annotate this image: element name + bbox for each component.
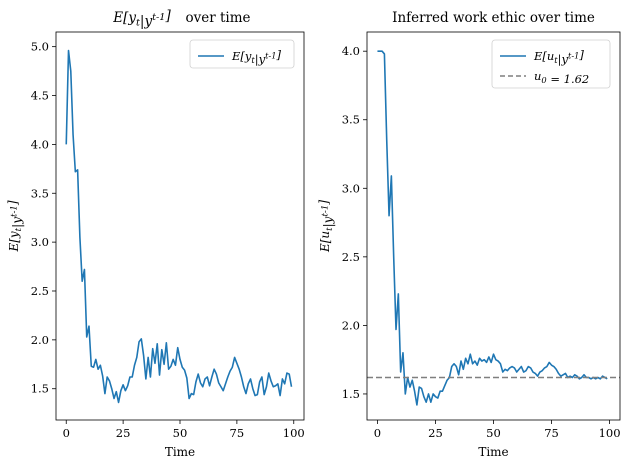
x-tick-label: 75 [544,426,559,440]
legend-box [491,39,611,89]
axes-frame [366,31,621,421]
chart-title: Inferred work ethic over time [392,10,595,26]
series-line [65,49,293,404]
x-tick-label: 25 [116,426,131,440]
x-axis-label: Time [478,445,508,459]
x-tick-label: 25 [428,426,443,440]
legend-label: E[yt|yt-1] [231,48,281,67]
y-tick-label: 4.5 [31,89,49,103]
legend: E[ut|yt-1] u0 = 1.62 [491,39,611,89]
y-tick-label: 3.5 [31,186,49,200]
y-tick-label: 3.0 [342,181,360,195]
legend-label: E[ut|yt-1] [533,48,584,67]
series-line [377,50,608,406]
y-tick-label: 5.0 [31,40,49,54]
x-tick-label: 50 [486,426,501,440]
x-axis-label: Time [165,445,195,459]
y-tick-label: 2.0 [31,333,49,347]
y-tick-label: 3.0 [31,235,49,249]
legend: E[yt|yt-1] [189,39,295,69]
y-axis-label: E[yt|yt-1] [5,200,24,252]
y-axis-label-group: E[yt|yt-1] [5,200,24,252]
x-tick-label: 75 [230,426,245,440]
y-tick-label: 1.5 [31,382,49,396]
x-tick-label: 100 [599,426,621,440]
y-tick-label: 2.0 [342,318,360,332]
x-tick-label: 0 [374,426,381,440]
x-tick-label: 0 [63,426,70,440]
legend-box [189,39,295,69]
chart-title-math: E[yt|yt-1] [112,8,171,29]
chart-title: E[yt|yt-1] over time [112,8,250,29]
y-tick-label: 1.5 [342,387,360,401]
y-tick-label: 3.5 [342,113,360,127]
legend-label: u0 = 1.62 [534,69,589,86]
y-tick-label: 2.5 [342,250,360,264]
chart-title-text: over time [185,10,250,26]
y-tick-label: 4.0 [342,44,360,58]
y-tick-label: 2.5 [31,284,49,298]
x-tick-label: 50 [173,426,188,440]
chart-panel-1: E[yt|yt-1] over time 0 25 50 75 100 1.5 2.0 2.5 3.… [5,8,304,459]
y-axis-label-group: E[ut|yt-1] [316,200,335,253]
x-tick-label: 100 [283,426,305,440]
y-axis-label: E[ut|yt-1] [316,200,335,253]
y-tick-label: 4.0 [31,137,49,151]
chart-panel-2: Inferred work ethic over time 0 25 50 75 100 1… [316,10,620,459]
